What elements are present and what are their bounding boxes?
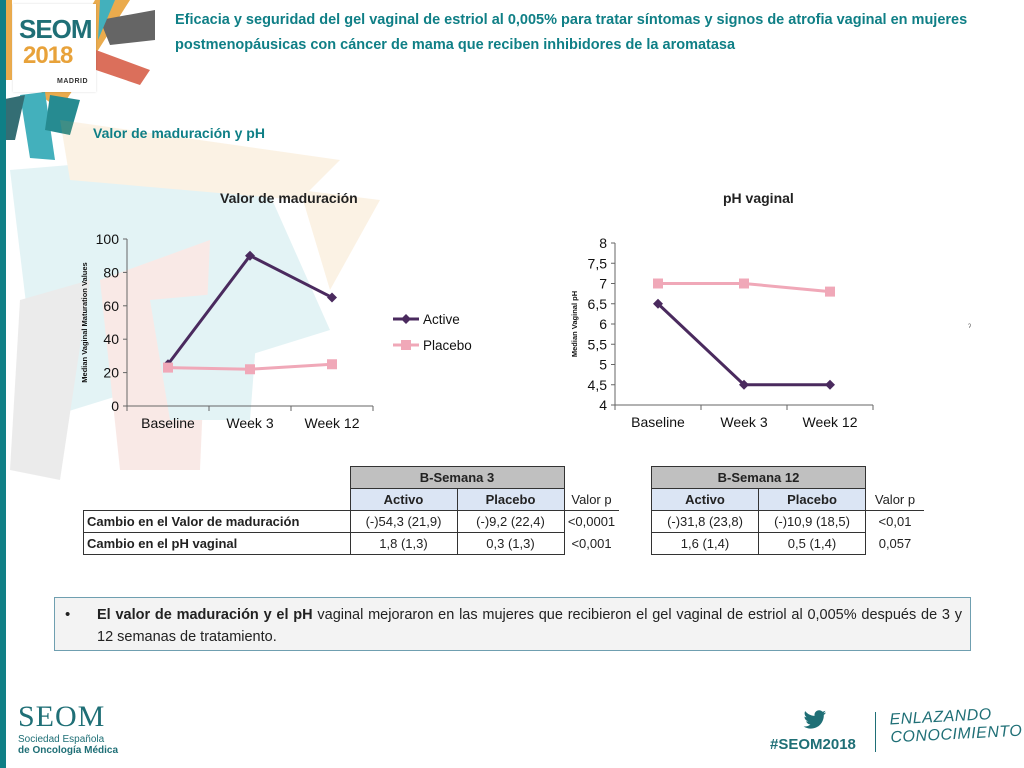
table-week12: B-Semana 12 Activo Placebo Valor p (-)31…: [651, 466, 924, 555]
table2-col-active: Activo: [651, 488, 759, 511]
chart1-legend-label: Placebo: [423, 338, 472, 353]
left-accent-bar: [0, 0, 6, 768]
table1-row2-placebo: 0,3 (1,3): [456, 532, 565, 555]
twitter-bird-icon: [803, 710, 826, 729]
chart2-active-point: [739, 379, 749, 390]
chart2-title: pH vaginal: [723, 190, 794, 206]
chart2-ytick-label: 6,5: [588, 296, 608, 312]
slogan: ENLAZANDO CONOCIMIENTO: [889, 705, 1023, 748]
chart1-xtick-label: Week 12: [305, 415, 360, 431]
table2-row2-placebo: 0,5 (1,4): [758, 532, 866, 555]
maturation-value-chart: 0 20 40 60 80 100 Baseline Week 3 Week 12 Median …: [80, 231, 472, 431]
chart1-series-active-line: [166, 253, 333, 366]
chart2-placebo-point: [739, 278, 749, 289]
slide-subtitle: Valor de maduración y pH: [93, 125, 265, 141]
bullet-mark: •: [65, 606, 71, 623]
hashtag: #SEOM2018: [770, 736, 856, 753]
chart1-xtick-label: Baseline: [141, 415, 195, 431]
chart1-ytick-label: 0: [111, 398, 119, 414]
chart2-ytick-label: 6: [599, 316, 607, 332]
table1-col-p: Valor p: [571, 491, 612, 507]
chart2-ylabel: Median Vaginal pH: [570, 291, 579, 357]
chart2-ytick-label: 7: [599, 276, 607, 292]
chart2-xtick-label: Week 3: [720, 414, 767, 430]
chart2-placebo-point: [825, 286, 835, 297]
table1-row2-active: 1,8 (1,3): [349, 532, 458, 555]
chart1-ytick-label: 100: [96, 231, 120, 247]
footer-line2: de Oncología Médica: [18, 745, 119, 756]
chart1-placebo-point: [327, 359, 337, 370]
table1-row1-p: <0,0001: [564, 510, 619, 533]
table2-row2-active: 1,6 (1,4): [651, 532, 759, 555]
chart2-ytick-label: 4,5: [588, 377, 608, 393]
chart2-xtick-label: Baseline: [631, 414, 685, 430]
conclusion-bold: El valor de maduración y el pH: [97, 607, 313, 623]
table2-group: B-Semana 12: [651, 466, 866, 489]
table2-col-p: Valor p: [874, 491, 916, 507]
stray-mark: ˀ: [968, 322, 972, 332]
table1-row2-label: Cambio en el pH vaginal: [83, 532, 351, 555]
chart1-active-point: [327, 292, 337, 303]
table2-row1-placebo: (-)10,9 (18,5): [758, 510, 866, 533]
vaginal-ph-chart: 4 4,5 5 5,5 6 6,5 7 7,5 8 Baseline Week 3 Week 12 Me…: [570, 235, 874, 430]
chart1-placebo-point: [245, 364, 255, 375]
footer-line1: Sociedad Española: [18, 734, 105, 745]
table2-row1-active: (-)31,8 (23,8): [651, 510, 759, 533]
logo-year: 2018: [23, 42, 73, 69]
table1-row2-p: <0,001: [571, 536, 612, 551]
conclusion-box: • El valor de maduración y el pH vaginal…: [54, 597, 971, 651]
table-week3: B-Semana 3 Activo Placebo Valor p Cambio…: [83, 466, 619, 555]
table1-row1-label: Cambio en el Valor de maduración: [83, 510, 351, 533]
chart1-ylabel: Median Vaginal Maturation Values: [80, 262, 89, 382]
table1-row1-active: (-)54,3 (21,9): [349, 510, 458, 533]
chart2-active-point: [825, 379, 835, 390]
conclusion-text: El valor de maduración y el pH vaginal m…: [97, 604, 962, 648]
chart2-ytick-label: 4: [599, 397, 607, 413]
chart1-title: Valor de maduración: [220, 190, 358, 206]
slide-title: Eficacia y seguridad del gel vaginal de …: [175, 12, 968, 53]
chart1-ytick-label: 40: [103, 331, 119, 347]
chart1-placebo-point: [163, 362, 173, 373]
footer-seom-logo: SEOM Sociedad Española de Oncología Médi…: [18, 700, 118, 756]
chart1-legend-marker: [401, 340, 411, 350]
seom-2018-logo: SEOM 2018 MADRID: [13, 4, 96, 92]
chart1-ytick-label: 60: [103, 298, 119, 314]
table2-row2-p: 0,057: [878, 536, 912, 551]
chart2-series-active-line: [656, 302, 830, 387]
table1-row1-placebo: (-)9,2 (22,4): [456, 510, 565, 533]
table2-col-placebo: Placebo: [758, 488, 866, 511]
table1-col-active: Activo: [349, 488, 458, 511]
footer-brand: SEOM: [18, 700, 106, 733]
chart2-ytick-label: 5: [599, 357, 607, 373]
chart2-active-point: [653, 298, 663, 309]
logo-city: MADRID: [57, 78, 88, 85]
table2-row1-p: <0,01: [865, 510, 924, 533]
chart1-ytick-label: 20: [103, 365, 119, 381]
table1-group: B-Semana 3: [349, 466, 565, 489]
table1-col-placebo: Placebo: [456, 488, 565, 511]
chart1-legend-marker: [401, 314, 411, 324]
chart2-xtick-label: Week 12: [803, 414, 858, 430]
conclusion-rest: vaginal mejoraron en las mujeres que rec…: [97, 607, 962, 645]
logo-brand: SEOM: [19, 14, 93, 44]
chart2-ytick-label: 5,5: [588, 336, 608, 352]
chart2-ytick-label: 8: [599, 235, 607, 251]
chart2-placebo-point: [653, 278, 663, 289]
chart1-legend-label: Active: [423, 312, 460, 327]
chart1-ytick-label: 80: [103, 264, 119, 280]
chart2-ytick-label: 7,5: [588, 255, 608, 271]
chart1-xtick-label: Week 3: [226, 415, 273, 431]
footer-divider: [875, 712, 876, 752]
